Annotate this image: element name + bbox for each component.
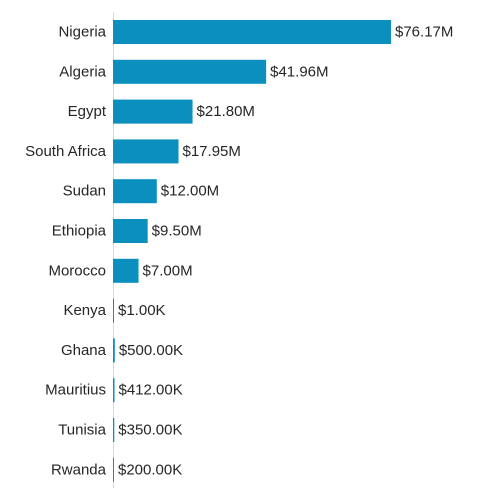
bar-mauritius — [113, 378, 115, 403]
category-label-tunisia: Tunisia — [58, 422, 106, 439]
bar-tunisia — [113, 418, 115, 442]
category-label-rwanda: Rwanda — [51, 461, 107, 478]
category-label-ghana: Ghana — [61, 342, 107, 359]
data-label-south-africa: $17.95M — [183, 143, 241, 160]
data-label-mauritius: $412.00K — [119, 382, 183, 399]
data-label-morocco: $7.00M — [143, 262, 193, 279]
bar-ghana — [113, 338, 115, 363]
data-label-ethiopia: $9.50M — [152, 223, 202, 240]
bar-sudan — [113, 179, 157, 204]
data-label-tunisia: $350.00K — [118, 422, 182, 439]
bars-group — [113, 20, 391, 482]
data-label-rwanda: $200.00K — [118, 461, 182, 478]
bar-south-africa — [113, 139, 179, 164]
bar-egypt — [113, 99, 193, 124]
data-label-egypt: $21.80M — [197, 103, 255, 120]
data-label-sudan: $12.00M — [161, 183, 219, 200]
bar-rwanda — [113, 457, 114, 482]
category-label-morocco: Morocco — [48, 262, 106, 279]
data-label-algeria: $41.96M — [270, 63, 328, 80]
category-label-algeria: Algeria — [59, 63, 106, 80]
category-label-ethiopia: Ethiopia — [52, 223, 107, 240]
data-label-nigeria: $76.17M — [395, 24, 453, 41]
bar-morocco — [113, 258, 139, 283]
category-label-mauritius: Mauritius — [45, 382, 106, 399]
bar-ethiopia — [113, 219, 148, 243]
category-label-egypt: Egypt — [68, 103, 107, 120]
data-label-kenya: $1.00K — [118, 302, 166, 319]
bar-algeria — [113, 59, 267, 84]
bar-kenya — [113, 298, 114, 323]
data-labels-group: $76.17M $41.96M $21.80M $17.95M $12.00M $9.50… — [118, 24, 453, 479]
category-label-south-africa: South Africa — [25, 143, 107, 160]
category-labels-group: Nigeria Algeria Egypt South Africa Sudan Ethi… — [25, 24, 107, 479]
category-label-kenya: Kenya — [63, 302, 106, 319]
data-label-ghana: $500.00K — [119, 342, 183, 359]
bar-nigeria — [113, 20, 391, 44]
category-label-nigeria: Nigeria — [58, 24, 106, 41]
category-label-sudan: Sudan — [63, 183, 106, 200]
